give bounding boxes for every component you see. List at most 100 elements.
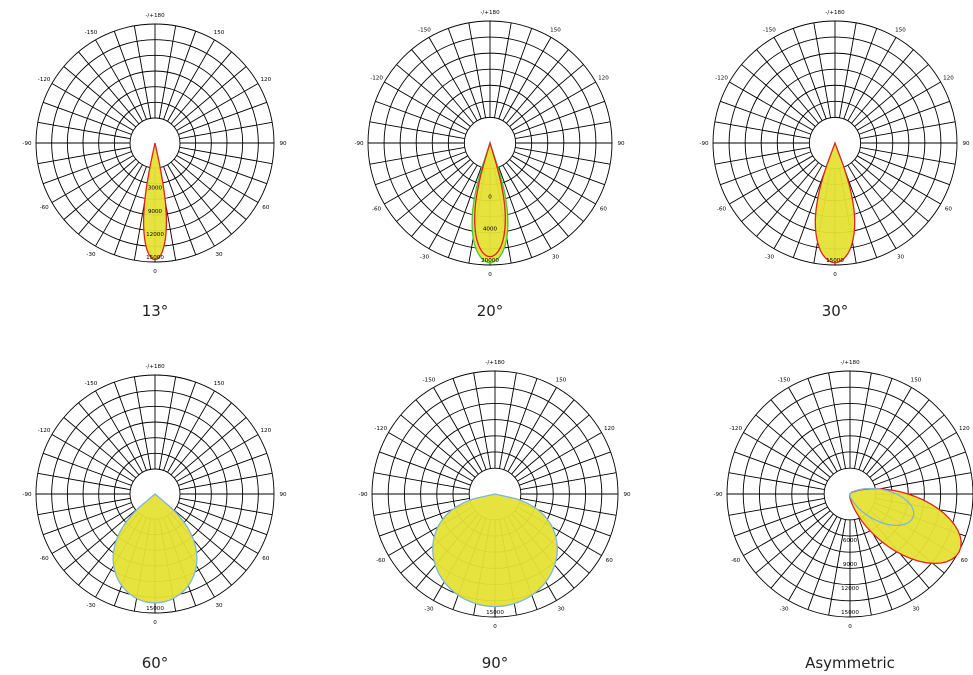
grid-ring — [712, 20, 958, 266]
angle-label: -120 — [374, 426, 387, 432]
angle-label: -/+180 — [145, 364, 165, 370]
angle-label: -120 — [370, 76, 383, 82]
light-distribution-curve — [849, 487, 915, 527]
grid-ring — [758, 402, 942, 586]
angle-label: -150 — [418, 28, 431, 34]
radial-value-label: 4000 — [483, 226, 498, 232]
radial-value-label: 3000 — [148, 186, 163, 192]
angle-label: 90 — [623, 492, 631, 498]
radial-value-label: 15000 — [826, 258, 844, 264]
angle-label: 0 — [848, 624, 852, 630]
chart-caption: 20° — [477, 302, 504, 320]
angle-label: -120 — [715, 76, 728, 82]
angle-label: 150 — [911, 378, 922, 384]
angle-label: 150 — [556, 378, 567, 384]
chart-caption: 13° — [142, 302, 169, 320]
chart-caption: 90° — [482, 654, 509, 672]
angle-label: 120 — [943, 76, 954, 82]
angle-label: 60 — [600, 207, 608, 213]
angle-label: -150 — [85, 381, 98, 387]
radial-value-label: 15000 — [486, 610, 504, 616]
angle-label: -/+180 — [480, 10, 500, 16]
radial-value-label: 6000 — [843, 538, 858, 544]
grid-ring — [371, 370, 619, 618]
angle-label: 0 — [493, 624, 497, 630]
grid-ring — [35, 374, 275, 614]
polar-chart-1: 0 30 60 90 120 150 -/+180 -150 -120 -90 -60 -30 0 400… — [354, 10, 625, 320]
angle-label: -120 — [38, 428, 51, 434]
angle-label: 30 — [552, 254, 560, 260]
light-distribution-curve — [474, 140, 506, 258]
angle-label: 60 — [262, 205, 270, 211]
angle-label: 120 — [598, 76, 609, 82]
angle-label: -60 — [40, 556, 50, 562]
light-distribution-curve — [112, 493, 198, 604]
angle-label: 150 — [214, 30, 225, 36]
angle-label: 0 — [153, 620, 157, 626]
radial-value-label: 15000 — [841, 610, 859, 616]
angle-label: 120 — [604, 426, 615, 432]
angle-label: 120 — [261, 77, 272, 83]
radial-value-label: 20000 — [481, 258, 499, 264]
angle-label: 60 — [606, 558, 614, 564]
angle-label: -30 — [86, 252, 96, 258]
angle-label: 90 — [279, 492, 287, 498]
angle-label: 0 — [833, 272, 837, 278]
grid-ring — [775, 419, 925, 569]
radial-value-label: 9000 — [148, 209, 163, 215]
angle-label: -90 — [358, 492, 368, 498]
angle-label: -30 — [779, 606, 789, 612]
angle-label: -60 — [40, 205, 50, 211]
angle-label: 150 — [214, 381, 225, 387]
polar-chart-5: 0306090120150-/+180-150-120-90-60-306000… — [713, 360, 973, 672]
angle-label: 60 — [945, 207, 953, 213]
angle-label: 150 — [550, 28, 561, 34]
polar-chart-4: 0 30 60 90 120 150 -/+180 -150 -120 -90 -60 -30 1500… — [358, 360, 631, 672]
angle-label: 30 — [215, 603, 223, 609]
angle-label: -/+180 — [825, 10, 845, 16]
angle-label: -30 — [765, 254, 775, 260]
angle-label: 0 — [488, 272, 492, 278]
angle-label: 60 — [961, 558, 969, 564]
grid-ring — [742, 386, 958, 602]
angle-label: 150 — [895, 28, 906, 34]
angle-label: -60 — [731, 558, 741, 564]
angle-label: 60 — [262, 556, 270, 562]
angle-label: -90 — [699, 141, 709, 147]
chart-caption: Asymmetric — [805, 654, 895, 672]
radial-value-label: 15000 — [146, 255, 164, 261]
angle-label: -/+180 — [485, 360, 505, 366]
polar-chart-2: 0 30 60 90 120 150 -/+180 -150 -120 -90 -60 -30 1500… — [699, 10, 970, 320]
angle-label: -30 — [86, 603, 96, 609]
grid-ring — [35, 23, 275, 263]
angle-label: -150 — [763, 28, 776, 34]
grid-ring — [726, 370, 973, 618]
angle-label: -60 — [372, 207, 382, 213]
angle-label: -90 — [713, 492, 723, 498]
angle-label: -150 — [85, 30, 98, 36]
angle-label: -150 — [423, 378, 436, 384]
angle-label: -30 — [424, 606, 434, 612]
angle-label: -90 — [22, 141, 32, 147]
radial-value-label: 15000 — [146, 606, 164, 612]
angle-label: -/+180 — [145, 13, 165, 19]
angle-label: 120 — [959, 426, 970, 432]
angle-label: 90 — [962, 141, 970, 147]
angle-label: 90 — [617, 141, 625, 147]
grid-ring — [367, 20, 613, 266]
angle-label: -60 — [717, 207, 727, 213]
angle-label: -120 — [38, 77, 51, 83]
angle-label: -120 — [729, 426, 742, 432]
light-distribution-curve — [432, 493, 558, 608]
radial-value-label: 12000 — [841, 586, 859, 592]
angle-label: -60 — [376, 558, 386, 564]
angle-label: 30 — [557, 606, 565, 612]
angle-label: -30 — [420, 254, 430, 260]
angle-label: 120 — [261, 428, 272, 434]
angle-label: -90 — [22, 492, 32, 498]
chart-caption: 30° — [822, 302, 849, 320]
radial-value-label: 9000 — [843, 562, 858, 568]
angle-label: 30 — [912, 606, 920, 612]
radial-value-label: 0 — [488, 195, 492, 201]
